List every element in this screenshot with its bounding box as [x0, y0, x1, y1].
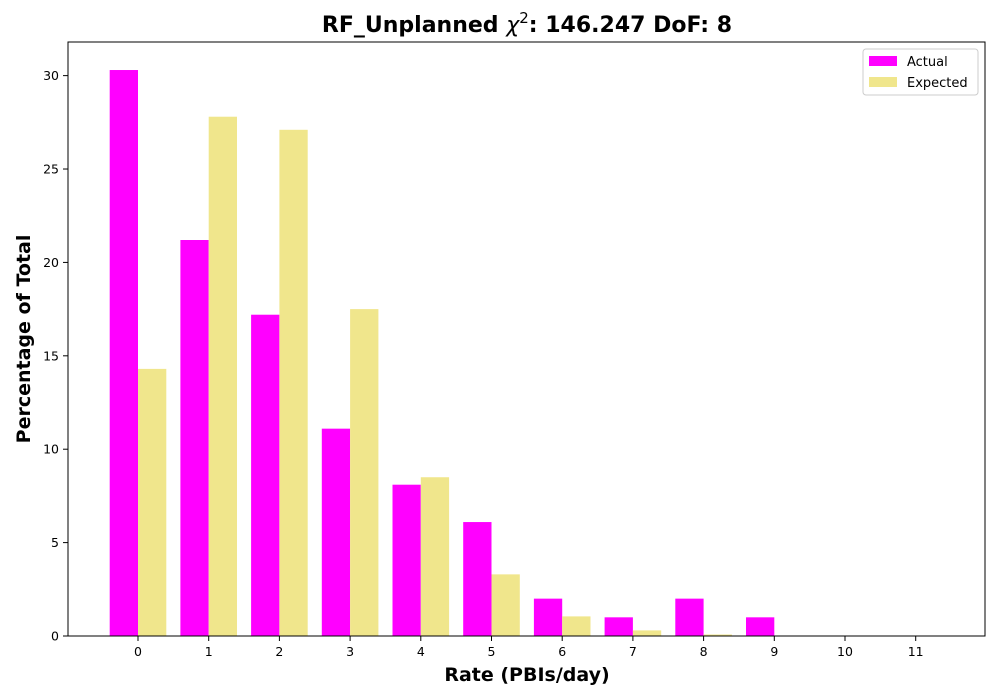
bar-expected-0 [138, 368, 167, 636]
bar-expected-5 [491, 574, 520, 636]
bar-actual-8 [675, 598, 704, 636]
y-tick-label: 25 [43, 162, 59, 177]
x-tick-label: 9 [770, 644, 778, 659]
x-tick-label: 6 [558, 644, 566, 659]
y-tick-label: 20 [43, 255, 59, 270]
legend: Actual Expected [862, 48, 979, 96]
chart-title: RF_Unplanned χ2: 146.247 DoF: 8 [322, 9, 732, 38]
ticks-group: 0 1 2 3 4 5 6 7 8 9 10 11 0 5 10 15 20 25 30 [43, 68, 924, 659]
y-tick-label: 10 [43, 442, 59, 457]
bar-actual-1 [180, 240, 209, 636]
legend-label-actual: Actual [907, 55, 948, 70]
bar-actual-2 [251, 314, 280, 636]
x-tick-label: 7 [629, 644, 637, 659]
bar-expected-3 [350, 309, 379, 636]
x-tick-label: 1 [205, 644, 213, 659]
bar-actual-0 [109, 70, 138, 637]
x-tick-label: 4 [417, 644, 425, 659]
x-axis-label: Rate (PBIs/day) [444, 664, 609, 686]
x-tick-label: 10 [837, 644, 853, 659]
bars-group [109, 70, 803, 637]
bar-expected-8 [703, 634, 732, 636]
bar-actual-9 [746, 617, 775, 636]
bar-expected-6 [562, 616, 591, 636]
bar-actual-4 [392, 484, 421, 636]
x-tick-label: 11 [908, 644, 924, 659]
x-tick-label: 5 [488, 644, 496, 659]
y-axis-label: Percentage of Total [13, 235, 35, 444]
x-tick-label: 0 [134, 644, 142, 659]
bar-actual-7 [604, 617, 633, 636]
bar-expected-2 [279, 129, 308, 636]
x-tick-label: 2 [275, 644, 283, 659]
legend-swatch-actual [869, 56, 897, 66]
bar-actual-5 [463, 522, 492, 636]
y-tick-label: 0 [51, 629, 59, 644]
legend-label-expected: Expected [907, 76, 968, 91]
bar-actual-6 [533, 598, 563, 636]
bar-expected-7 [632, 630, 662, 636]
x-tick-label: 8 [700, 644, 708, 659]
bar-actual-3 [321, 428, 351, 636]
y-tick-label: 30 [43, 68, 59, 83]
legend-swatch-expected [869, 77, 897, 87]
x-tick-label: 3 [346, 644, 354, 659]
bar-expected-1 [208, 116, 237, 636]
y-tick-label: 5 [51, 535, 59, 550]
y-tick-label: 15 [43, 348, 59, 363]
bar-expected-4 [420, 477, 450, 636]
plot-frame [67, 41, 986, 637]
